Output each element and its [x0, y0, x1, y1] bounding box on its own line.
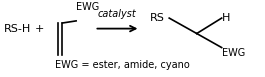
Text: H: H	[222, 13, 230, 23]
Text: EWG: EWG	[222, 48, 245, 58]
Text: +: +	[35, 24, 44, 34]
Text: EWG: EWG	[76, 2, 99, 12]
Text: RS: RS	[149, 13, 164, 23]
Text: RS-H: RS-H	[4, 24, 31, 34]
Text: catalyst: catalyst	[98, 9, 137, 19]
Text: EWG = ester, amide, cyano: EWG = ester, amide, cyano	[55, 60, 189, 70]
